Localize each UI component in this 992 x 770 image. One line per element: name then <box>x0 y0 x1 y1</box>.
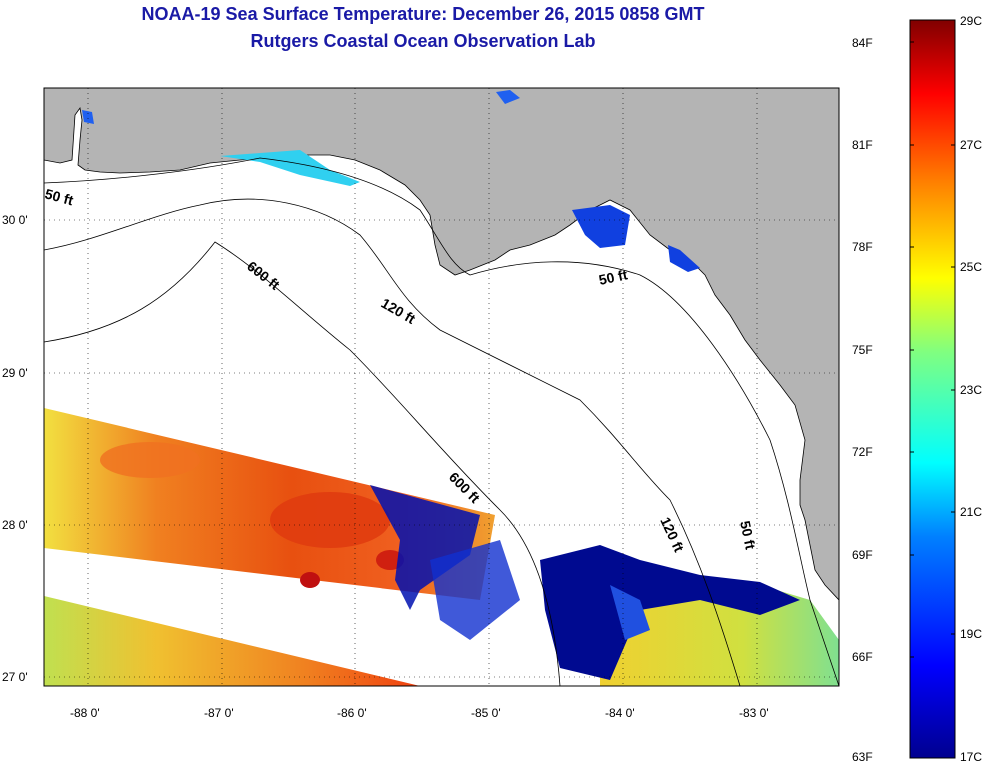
lon-label: -88 0' <box>70 706 100 720</box>
contour-label: 50 ft <box>43 185 75 208</box>
colorbar-label-c: 17C <box>960 750 983 764</box>
sst-coastal-blue-2 <box>668 245 700 272</box>
lon-label: -84 0' <box>605 706 635 720</box>
sst-cloud-edge <box>370 485 480 610</box>
colorbar-label-c: 23C <box>960 383 983 397</box>
sst-cloud-southeast <box>610 585 650 640</box>
colorbar-label-c: 25C <box>960 260 983 274</box>
colorbar <box>909 19 956 759</box>
lon-label: -87 0' <box>204 706 234 720</box>
colorbar-label-c: 19C <box>960 627 983 641</box>
colorbar-label-f: 66F <box>852 650 873 664</box>
sst-hotspot <box>300 572 320 588</box>
sst-hotspot <box>270 492 390 548</box>
contour-label: 120 ft <box>657 515 687 555</box>
contour-label: 50 ft <box>597 266 629 288</box>
lat-label: 30 0' <box>2 213 28 227</box>
colorbar-label-f: 81F <box>852 138 873 152</box>
sst-coastal-blue-3 <box>496 90 520 104</box>
colorbar-label-f: 84F <box>852 36 873 50</box>
colorbar-ticks <box>910 41 955 658</box>
colorbar-label-c: 21C <box>960 505 983 519</box>
contour-120ft <box>44 198 741 686</box>
contour-label: 600 ft <box>244 258 283 293</box>
colorbar-label-f: 75F <box>852 343 873 357</box>
contour-label: 50 ft <box>737 519 759 551</box>
sst-coastal-blue-4 <box>82 110 94 124</box>
lat-label: 28 0' <box>2 518 28 532</box>
land-mass <box>44 88 839 601</box>
sst-hotspot <box>100 442 200 478</box>
lat-label: 29 0' <box>2 366 28 380</box>
map-title: NOAA-19 Sea Surface Temperature: Decembe… <box>141 4 705 24</box>
contour-600ft <box>44 241 561 686</box>
lon-label: -83 0' <box>739 706 769 720</box>
lon-label: -86 0' <box>337 706 367 720</box>
lat-label: 27 0' <box>2 670 28 684</box>
colorbar-label-f: 72F <box>852 445 873 459</box>
contour-label: 120 ft <box>379 295 419 327</box>
sst-cloud-southeast <box>540 545 800 680</box>
sst-swath-south <box>44 596 420 686</box>
sst-cloud-edge <box>430 540 520 640</box>
colorbar-label-c: 27C <box>960 138 983 152</box>
colorbar-label-f: 78F <box>852 240 873 254</box>
lon-label: -85 0' <box>471 706 501 720</box>
contour-50ft <box>44 157 839 686</box>
colorbar-label-c: 29C <box>960 14 983 28</box>
colorbar-label-f: 69F <box>852 548 873 562</box>
colorbar-label-f: 63F <box>852 750 873 764</box>
map-subtitle: Rutgers Coastal Ocean Observation Lab <box>250 31 596 51</box>
sst-coastal-blue-1 <box>572 205 630 248</box>
